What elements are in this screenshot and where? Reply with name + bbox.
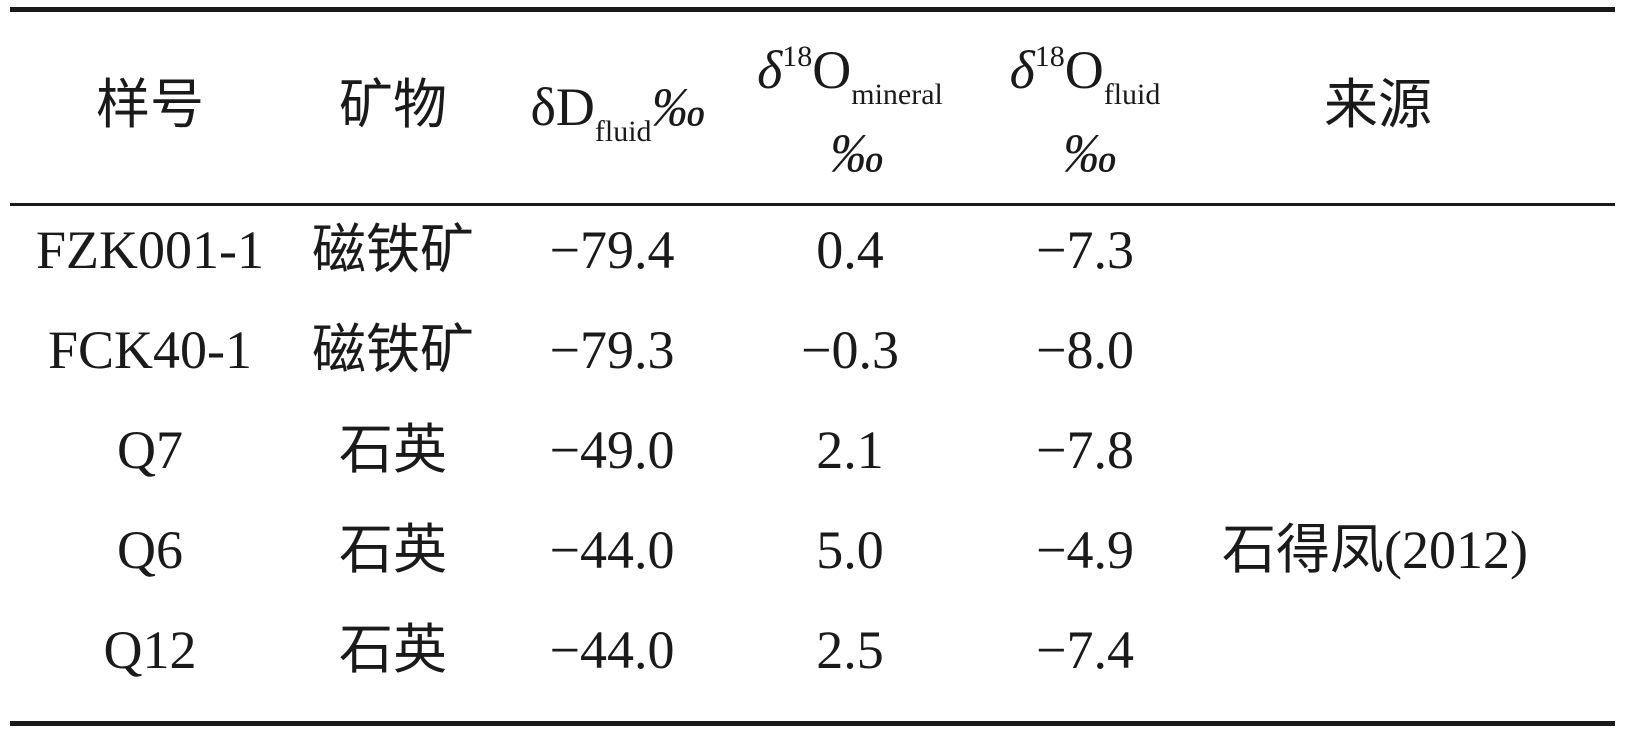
- table-cell-sample: FCK40-1: [47, 320, 253, 380]
- header-dD-symbol: δD: [530, 77, 595, 137]
- header-d18O-mineral-superscript: 18: [782, 40, 813, 73]
- table-cell-mineral: 石英: [339, 420, 447, 480]
- header-d18O-fluid-element: O: [1064, 40, 1104, 100]
- header-d18O-fluid-subscript: fluid: [1103, 78, 1161, 111]
- table-cell-d18O-fluid: −4.9: [1036, 520, 1134, 580]
- table-cell-d18O-mineral: 5.0: [816, 520, 884, 580]
- header-d18O-fluid-symbol: δ: [1009, 40, 1035, 100]
- header-d18O-mineral-subscript: mineral: [851, 78, 943, 111]
- table-cell-sample: Q12: [103, 620, 197, 680]
- table-cell-sample: Q6: [117, 520, 183, 580]
- table-cell-d18O-mineral: 2.5: [816, 620, 884, 680]
- table-cell-dD: −79.3: [549, 320, 675, 380]
- header-d18O-fluid-unit: ‰: [1063, 123, 1117, 183]
- header-mineral: 矿物: [339, 75, 447, 135]
- table-cell-d18O-fluid: −7.8: [1036, 420, 1134, 480]
- header-source: 来源: [1324, 75, 1432, 135]
- header-dD-subscript: fluid: [594, 115, 652, 148]
- table-cell-sample: FZK001-1: [36, 220, 264, 280]
- table-cell-sample: Q7: [117, 420, 183, 480]
- header-d18O-mineral-element: O: [812, 40, 852, 100]
- table-cell-d18O-fluid: −8.0: [1036, 320, 1134, 380]
- table-cell-d18O-fluid: −7.4: [1036, 620, 1134, 680]
- table-cell-dD: −79.4: [549, 220, 675, 280]
- table-cell-dD: −49.0: [549, 420, 675, 480]
- header-d18O-fluid: δ18Ofluid: [1009, 40, 1161, 110]
- header-sample: 样号: [96, 75, 204, 135]
- table-top-rule: [10, 7, 1615, 12]
- table-cell-d18O-mineral: 0.4: [816, 220, 884, 280]
- table-bottom-rule: [10, 721, 1615, 726]
- header-d18O-fluid-superscript: 18: [1034, 40, 1065, 73]
- table-header-rule: [10, 203, 1615, 206]
- header-d18O-mineral: δ18Omineral: [757, 40, 943, 110]
- table-cell-source: 石得凤(2012): [1222, 520, 1528, 580]
- table-cell-mineral: 磁铁矿: [312, 220, 474, 280]
- header-d18O-mineral-symbol: δ: [757, 40, 783, 100]
- header-dD-fluid: δDfluid‰: [530, 77, 706, 147]
- table-cell-mineral: 磁铁矿: [312, 320, 474, 380]
- table-cell-dD: −44.0: [549, 620, 675, 680]
- table-cell-mineral: 石英: [339, 520, 447, 580]
- table-cell-dD: −44.0: [549, 520, 675, 580]
- table-cell-d18O-mineral: −0.3: [801, 320, 899, 380]
- table-cell-d18O-mineral: 2.1: [816, 420, 884, 480]
- header-d18O-mineral-unit: ‰: [830, 123, 884, 183]
- table-cell-mineral: 石英: [339, 620, 447, 680]
- table-cell-d18O-fluid: −7.3: [1036, 220, 1134, 280]
- header-dD-unit: ‰: [651, 77, 706, 137]
